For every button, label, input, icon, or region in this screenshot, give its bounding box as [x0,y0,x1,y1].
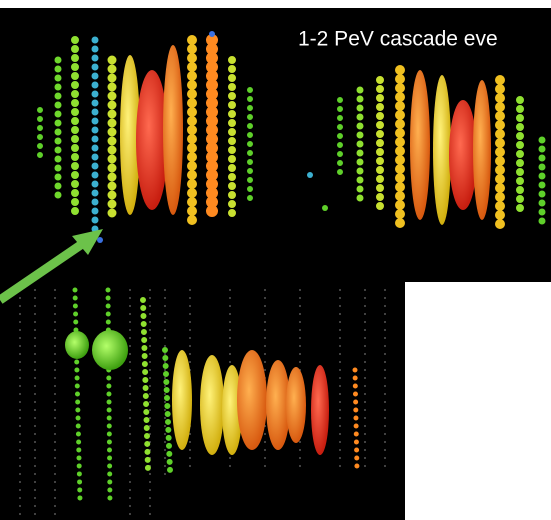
light-deposit [266,360,290,450]
caption: 1-2 PeV cascade eve [298,28,498,51]
light-deposit [433,75,451,225]
detector-string [19,289,386,516]
arrow-shaft [0,236,91,304]
light-deposit [163,45,183,215]
sensor-hit [322,205,328,211]
sensor-string [140,297,151,473]
light-deposit [92,330,128,370]
light-deposit [172,350,192,450]
light-deposit [136,70,168,210]
light-deposit [222,365,242,455]
sensor-hit [97,237,103,243]
sensor-string [352,367,360,473]
light-deposit [449,100,477,210]
sensor-hit [307,172,313,178]
light-deposit [65,331,89,359]
sensor-strings [72,287,360,508]
light-deposit [311,365,329,455]
light-deposit [237,350,267,450]
sensor-strings [37,34,546,239]
light-deposit [200,355,224,455]
light-deposit [120,55,140,215]
sensor-string [72,287,83,503]
light-deposit [286,367,306,443]
arrow [0,229,103,304]
bottom-panel [0,282,405,520]
light-deposit [410,70,430,220]
sensor-hit [209,31,215,37]
arrow-head [72,229,103,255]
light-deposit [473,80,491,220]
detector-strings [19,289,386,516]
